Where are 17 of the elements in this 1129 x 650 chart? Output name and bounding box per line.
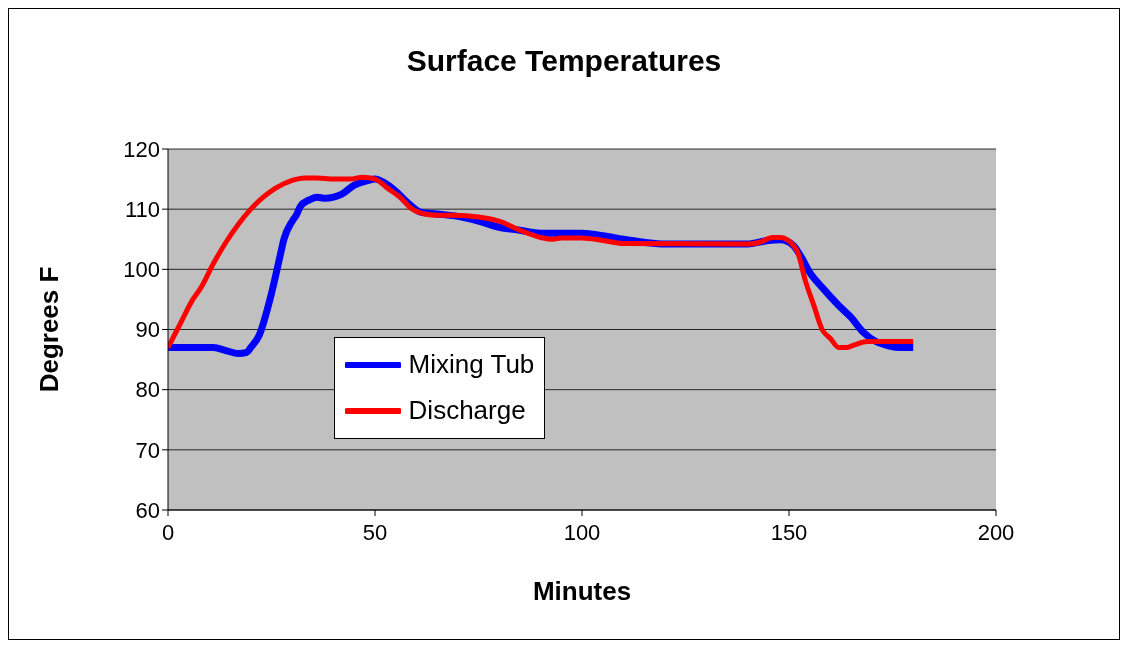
x-tick-label: 100 — [563, 519, 601, 545]
legend-label: Discharge — [408, 395, 526, 427]
y-tick-label: 110 — [124, 196, 160, 222]
y-tick-label: 100 — [123, 257, 160, 283]
y-tick-label: 60 — [135, 497, 160, 523]
x-tick-label: 150 — [770, 519, 808, 545]
x-tick-label: 50 — [362, 519, 388, 545]
x-axis-title: Minutes — [532, 576, 632, 606]
x-tick-label: 200 — [977, 519, 1015, 545]
y-axis-title: Degrees F — [34, 266, 65, 393]
y-tick-label: 70 — [135, 437, 160, 463]
legend-label: Mixing Tub — [408, 349, 535, 381]
y-tick-label: 90 — [135, 317, 160, 343]
y-tick-label: 120 — [123, 136, 160, 162]
y-tick-label: 80 — [135, 377, 160, 403]
x-tick-label: 0 — [161, 519, 175, 545]
chart-title: Surface Temperatures — [405, 44, 723, 78]
